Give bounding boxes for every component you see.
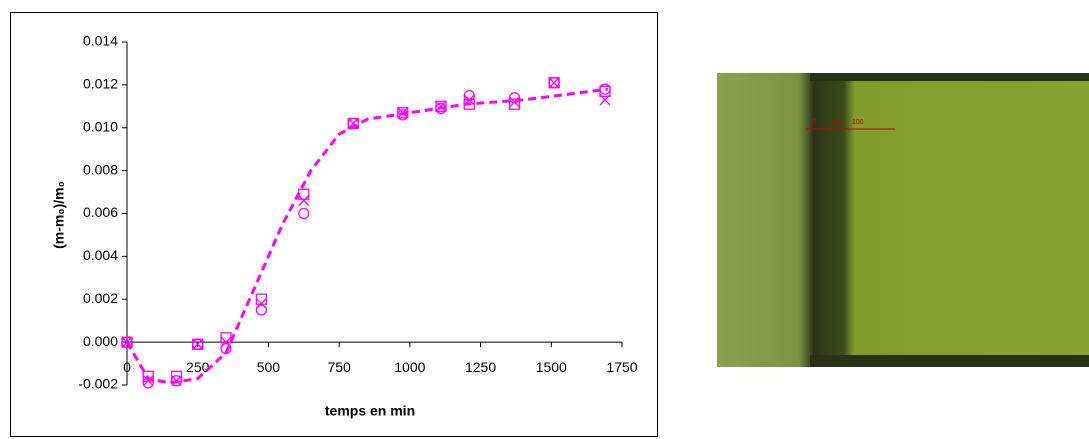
circle-marker xyxy=(255,304,268,316)
x-marker xyxy=(255,298,267,309)
x-marker xyxy=(192,338,204,350)
x-marker xyxy=(548,77,560,89)
y-tick-label: 0.014 xyxy=(83,33,118,49)
y-axis-label: (m-m₀)/m₀ xyxy=(51,181,67,249)
circle-marker xyxy=(347,117,359,130)
x-tick-label: 250 xyxy=(186,359,210,375)
circle-marker xyxy=(298,207,310,220)
x-tick-label: 750 xyxy=(327,359,351,375)
scale-label: µm xyxy=(832,119,842,126)
x-marker xyxy=(509,96,520,108)
scale-label: 0 xyxy=(812,119,816,126)
x-tick-label: 0 xyxy=(123,359,131,375)
y-tick-label: 0.008 xyxy=(83,161,118,177)
y-tick-label: 0.012 xyxy=(83,76,118,92)
x-marker xyxy=(220,336,232,348)
fit-line xyxy=(125,87,609,385)
x-tick-label: 1000 xyxy=(394,359,425,375)
scale-label: 100 xyxy=(852,119,864,126)
circle-marker xyxy=(435,102,447,115)
circle-marker xyxy=(170,375,183,387)
y-tick-label: 0.004 xyxy=(83,247,118,263)
y-tick-label: 0.002 xyxy=(83,290,118,306)
x-marker xyxy=(298,195,310,207)
x-marker xyxy=(142,375,154,387)
y-tick-label: 0.010 xyxy=(83,118,118,134)
y-tick-label: -0.002 xyxy=(78,376,118,392)
x-tick-label: 1500 xyxy=(536,359,567,375)
x-marker xyxy=(435,100,447,112)
x-axis-label: temps en min xyxy=(325,403,415,419)
square-marker xyxy=(508,98,521,110)
x-tick-label: 500 xyxy=(257,359,281,375)
x-tick-label: 1250 xyxy=(465,359,496,375)
x-marker xyxy=(599,94,611,106)
circle-marker xyxy=(121,336,133,348)
x-tick-label: 1750 xyxy=(606,359,637,375)
micrograph: 0 µm 100 xyxy=(717,73,1089,367)
y-tick-label: 0.000 xyxy=(83,333,118,349)
circle-marker xyxy=(192,338,204,350)
circle-marker xyxy=(548,77,560,89)
circle-marker xyxy=(397,109,409,121)
y-tick-label: 0.006 xyxy=(83,204,118,220)
